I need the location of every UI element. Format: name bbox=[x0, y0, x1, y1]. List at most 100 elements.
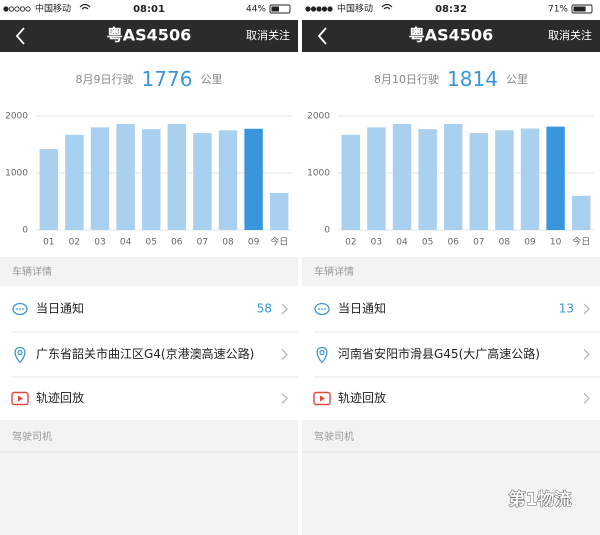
location-icon bbox=[14, 346, 26, 364]
summary-unit: 公里 bbox=[200, 73, 222, 86]
bar[interactable] bbox=[244, 128, 263, 230]
x-tick-label: 08 bbox=[222, 238, 234, 248]
empty-area bbox=[302, 452, 600, 535]
nav-title: 粤AS4506 bbox=[107, 26, 191, 45]
play-icon bbox=[313, 391, 331, 406]
x-tick-label: 04 bbox=[396, 238, 408, 248]
signal-dot bbox=[19, 6, 26, 12]
x-tick-label: 05 bbox=[145, 238, 156, 248]
message-dot bbox=[16, 308, 18, 310]
battery-fill bbox=[573, 6, 586, 12]
bar[interactable] bbox=[495, 130, 514, 230]
row-label: 河南省安阳市滑县G45(大广高速公路) bbox=[338, 346, 540, 361]
bar[interactable] bbox=[520, 128, 540, 230]
empty-area bbox=[0, 452, 298, 535]
y-tick-label: 0 bbox=[324, 226, 330, 236]
list-row[interactable] bbox=[302, 332, 600, 377]
list-row[interactable] bbox=[0, 377, 298, 420]
bar[interactable] bbox=[367, 127, 386, 230]
battery-fill bbox=[271, 6, 279, 12]
message-dot bbox=[318, 308, 320, 310]
message-dot bbox=[324, 308, 326, 310]
signal-dot bbox=[305, 6, 311, 12]
bar[interactable] bbox=[167, 123, 187, 230]
section-title: 车辆详情 bbox=[12, 265, 52, 278]
battery-icon bbox=[269, 4, 291, 14]
bar[interactable] bbox=[116, 123, 135, 230]
signal-dot bbox=[8, 6, 15, 12]
list-row[interactable] bbox=[302, 377, 600, 420]
bar[interactable] bbox=[65, 134, 84, 230]
bar[interactable] bbox=[392, 123, 412, 230]
bar[interactable] bbox=[546, 126, 565, 230]
x-tick-label: 今日 bbox=[572, 236, 590, 248]
x-tick-label: 03 bbox=[371, 238, 382, 248]
carrier: 中国移动 bbox=[35, 3, 71, 15]
list-row[interactable] bbox=[0, 286, 298, 332]
x-tick-label: 09 bbox=[524, 238, 536, 248]
bar[interactable] bbox=[193, 133, 212, 230]
x-tick-label: 02 bbox=[69, 238, 80, 248]
wifi-icon bbox=[381, 3, 393, 10]
row-label: 广东省韶关市曲江区G4(京港澳高速公路) bbox=[36, 346, 254, 361]
summary-label: 8月9日行驶 bbox=[76, 72, 134, 86]
nav-title: 粤AS4506 bbox=[409, 26, 493, 45]
location-icon bbox=[316, 346, 328, 364]
message-icon bbox=[314, 302, 330, 316]
x-tick-label: 09 bbox=[248, 238, 260, 248]
y-tick-label: 1000 bbox=[5, 169, 28, 179]
y-tick-label: 2000 bbox=[5, 112, 28, 122]
bar[interactable] bbox=[141, 129, 161, 230]
chevron bbox=[281, 349, 288, 360]
section-title: 驾驶司机 bbox=[314, 430, 354, 443]
message-dot bbox=[19, 308, 21, 310]
row-label: 轨迹回放 bbox=[338, 390, 386, 405]
carrier: 中国移动 bbox=[337, 3, 373, 15]
play-triangle bbox=[18, 395, 23, 402]
unfollow-button[interactable]: 取消关注 bbox=[246, 28, 290, 42]
bar[interactable] bbox=[218, 130, 238, 230]
battery-icon bbox=[571, 4, 593, 14]
bar[interactable] bbox=[341, 134, 361, 230]
watermark: 第1物流 bbox=[509, 489, 572, 510]
message-icon bbox=[12, 302, 28, 316]
back-button[interactable] bbox=[15, 27, 25, 45]
y-tick-label: 0 bbox=[22, 226, 28, 236]
unfollow-button[interactable]: 取消关注 bbox=[548, 28, 592, 42]
chevron bbox=[583, 349, 590, 360]
bar[interactable] bbox=[443, 123, 463, 230]
row-count: 58 bbox=[257, 302, 272, 316]
status-time: 08:32 bbox=[435, 4, 467, 15]
x-tick-label: 05 bbox=[422, 238, 433, 248]
play-triangle bbox=[320, 395, 325, 402]
wifi-icon bbox=[79, 3, 91, 10]
row-label: 当日通知 bbox=[36, 302, 84, 316]
section-header bbox=[302, 257, 600, 286]
y-tick-label: 1000 bbox=[307, 169, 330, 179]
x-tick-label: 08 bbox=[499, 238, 511, 248]
signal-dot bbox=[316, 6, 322, 12]
bar[interactable] bbox=[90, 127, 110, 230]
bar[interactable] bbox=[418, 129, 437, 230]
bar[interactable] bbox=[269, 192, 289, 230]
nav-bar bbox=[302, 20, 600, 52]
bar[interactable] bbox=[571, 195, 591, 230]
phone-screen: 中国移动 08:01 44% 粤AS4506 取消关注 8月9日行驶 1776 公里 0 1000… bbox=[0, 0, 298, 535]
bar[interactable] bbox=[39, 149, 59, 230]
section-title: 驾驶司机 bbox=[12, 430, 52, 443]
back-button[interactable] bbox=[317, 27, 327, 45]
message-dot bbox=[22, 308, 24, 310]
signal-dot bbox=[3, 6, 9, 12]
x-tick-label: 06 bbox=[171, 238, 183, 248]
x-tick-label: 04 bbox=[120, 238, 132, 248]
list-row[interactable] bbox=[302, 286, 600, 332]
section-header bbox=[0, 420, 298, 452]
chevron bbox=[281, 393, 288, 404]
signal-dot bbox=[25, 6, 31, 12]
list-row[interactable] bbox=[0, 332, 298, 377]
bar[interactable] bbox=[469, 133, 489, 230]
section-title: 车辆详情 bbox=[314, 265, 354, 278]
x-tick-label: 今日 bbox=[270, 236, 288, 248]
chevron bbox=[281, 303, 288, 315]
